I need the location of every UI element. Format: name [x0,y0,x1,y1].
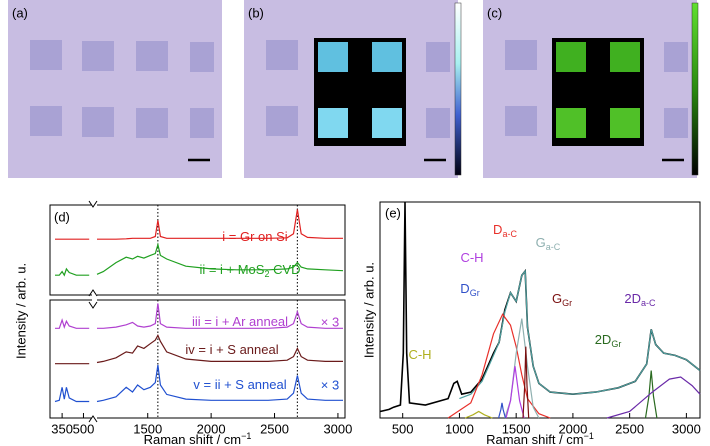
x-tick-label: 3000 [323,421,352,436]
x-tick-label: 2000 [197,421,226,436]
spectrum-line [498,402,506,419]
series-label-text: ii = i + MoS [199,262,264,277]
micrograph-c [483,0,699,178]
series-label-sub: Gr [562,298,572,308]
spectrum-line [464,410,493,419]
x-axis-label-text: Raman shift / cm [144,432,242,446]
x-axis-label: Raman shift / cm−1 [486,431,594,446]
plot-frame [49,204,346,296]
series-label-text: v = ii + S anneal [193,377,286,392]
series-label: i = Gr on Si [222,229,287,244]
plot-frame [379,201,701,419]
axis-break [88,199,98,424]
series-note: × 3 [321,314,339,329]
series-label-text: 2D [624,291,641,306]
series-label-text: D [460,281,469,296]
spectrum-line [54,364,343,403]
x-tick-label: 1500 [133,421,162,436]
spectrum-line [447,313,551,419]
series-label-sub: a-C [546,242,561,252]
x-tick-label: 500 [73,421,95,436]
spectrum-line [505,366,525,419]
spectrum-line [55,334,343,365]
series-label-text: CVD [269,262,300,277]
series-label: ii = i + MoS2 CVD [199,262,300,279]
panel-label: (e) [385,205,401,220]
plot-frame [49,299,346,419]
series-label-text: C-H [408,347,431,362]
series-label-sub: 2 [264,269,269,279]
series-label-sub: Gr [611,339,621,349]
series-label-text: i = Gr on Si [222,229,287,244]
spectrum-line [606,376,701,419]
series-label-sub: a-C [641,298,656,308]
y-axis-label: Intensity / arb. u. [361,262,376,358]
spectrum-line [644,370,658,419]
panel-label: (c) [487,5,502,20]
x-axis-label-text: Raman shift / cm [486,432,584,446]
spectrum-line [55,242,344,277]
series-label: DGr [460,281,479,298]
series-label-sub: Gr [470,288,480,298]
series-label-text: C-H [460,250,483,265]
series-label-text: iv = i + S anneal [185,342,278,357]
series-label-text: G [536,235,546,250]
x-tick-label: 350 [51,421,73,436]
x-axis-label: Raman shift / cm−1 [144,431,252,446]
series-label: iii = i + Ar anneal [192,314,288,329]
series-label: iv = i + S anneal [185,342,278,357]
x-tick-label: 2500 [260,421,289,436]
micrograph-b [244,0,462,178]
x-axis-label-sup: −1 [584,431,594,441]
spectrum-line [55,209,343,240]
series-label: v = ii + S anneal [193,377,286,392]
series-label-text: D [493,222,502,237]
series-label: 2Da-C [624,291,656,308]
panel-label: (d) [54,209,70,224]
series-label-text: iii = i + Ar anneal [192,314,288,329]
y-axis-label: Intensity / arb. u. [13,263,28,359]
series-label-text: 2D [595,332,612,347]
x-tick-label: 3000 [672,421,701,436]
x-tick-label: 500 [392,421,414,436]
x-tick-label: 2500 [615,421,644,436]
series-label-sub: a-C [502,229,517,239]
panel-label: (a) [12,5,28,20]
series-label: 2DGr [595,332,622,349]
series-note: × 3 [321,377,339,392]
x-tick-label: 1500 [502,421,531,436]
series-label: GGr [552,291,572,308]
series-label: Da-C [493,222,517,239]
micrograph-a [8,0,222,178]
series-label: C-H [408,347,431,362]
spectrum-line [55,303,343,329]
spectrum-line [522,346,530,419]
x-tick-label: 2000 [558,421,587,436]
panel-label: (b) [248,5,264,20]
series-label: C-H [460,250,483,265]
series-label: Ga-C [536,235,561,252]
x-axis-label-sup: −1 [241,431,251,441]
spectrum-line [459,269,701,400]
x-tick-label: 1000 [445,421,474,436]
series-label-text: G [552,291,562,306]
